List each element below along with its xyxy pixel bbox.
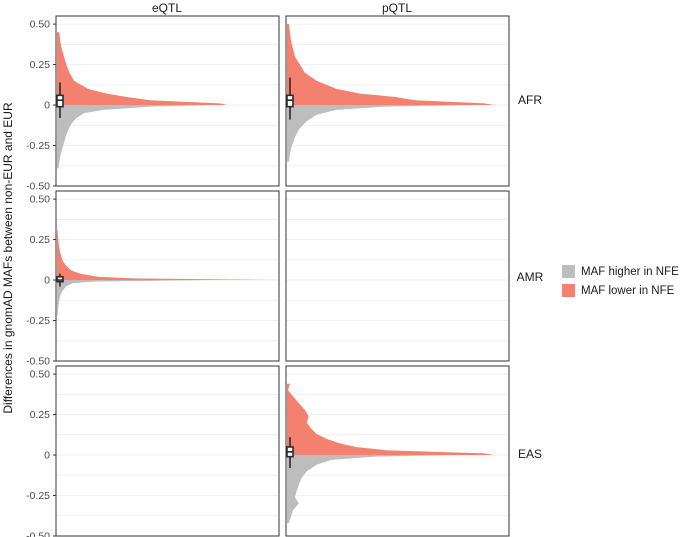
legend-label-higher: MAF higher in NFE (581, 266, 679, 278)
panel-border (285, 190, 510, 362)
panel-amr-eqtl: 0.50 0.25 0 -0.25 -0.50 (26, 190, 280, 368)
y-tick-label: -0.50 (26, 531, 50, 537)
panel-afr-pqtl (285, 15, 510, 187)
boxplot-box (56, 276, 64, 283)
y-tick-label: -0.50 (26, 356, 50, 368)
column-label-eqtl: eQTL (152, 1, 182, 15)
y-tick-label: 0 (44, 450, 50, 462)
y-tick-label: 0.25 (30, 234, 51, 246)
panel-border (55, 15, 280, 187)
area-maf-lower (287, 383, 495, 456)
y-tick-label: 0.25 (30, 409, 51, 421)
y-tick-label: 0 (44, 275, 50, 287)
area-maf-lower (57, 229, 278, 281)
panel-border (55, 190, 280, 362)
legend-key-higher (562, 265, 575, 278)
legend-key-lower (562, 284, 575, 297)
y-tick-label: 0.50 (30, 369, 51, 381)
row-label-amr: AMR (517, 270, 544, 284)
panel-border (55, 365, 280, 537)
panel-eas-pqtl (285, 365, 510, 537)
y-tick-label: -0.25 (26, 315, 50, 327)
area-maf-higher (287, 455, 455, 524)
area-maf-higher (57, 105, 212, 169)
y-tick-label: 0.50 (30, 19, 51, 31)
y-tick-label: 0.25 (30, 59, 51, 71)
panel-background (56, 366, 279, 536)
panel-background (286, 191, 509, 361)
row-label-eas: EAS (518, 447, 542, 461)
y-tick-label: 0.50 (30, 194, 51, 206)
y-axis-title: Differences in gnomAD MAFs between non-E… (1, 102, 15, 414)
panel-border (285, 15, 510, 187)
area-maf-higher (287, 105, 475, 162)
panel-border (285, 365, 510, 537)
y-tick-label: -0.50 (26, 181, 50, 193)
column-label-pqtl: pQTL (382, 1, 412, 15)
panel-afr-eqtl: 0.50 0.25 0 -0.25 -0.50 (26, 15, 280, 193)
boxplot-box (56, 94, 64, 108)
row-label-afr: AFR (518, 93, 542, 107)
panel-amr-pqtl (285, 190, 510, 362)
legend-label-lower: MAF lower in NFE (581, 285, 675, 297)
legend: MAF higher in NFE MAF lower in NFE (562, 265, 679, 297)
panel-eas-eqtl: 0.50 0.25 0 -0.25 -0.50 (26, 365, 280, 537)
boxplot-box (286, 94, 294, 108)
facet-panels: 0.500.250-0.25-0.500.500.250-0.25-0.500.… (26, 15, 510, 537)
area-maf-lower (287, 24, 495, 106)
y-tick-label: 0 (44, 100, 50, 112)
y-tick-label: -0.25 (26, 140, 50, 152)
area-maf-lower (57, 32, 228, 106)
y-tick-label: -0.25 (26, 490, 50, 502)
